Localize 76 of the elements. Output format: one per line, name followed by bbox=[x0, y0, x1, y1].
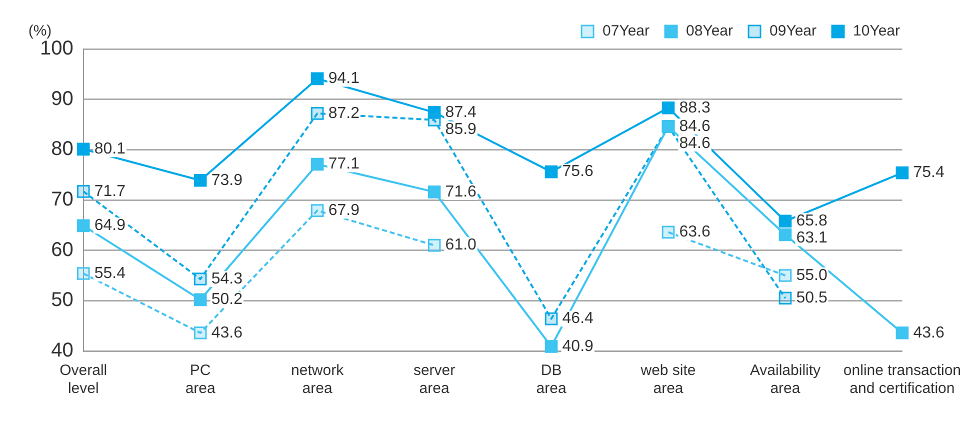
data-label: 40.9 bbox=[562, 338, 594, 355]
y-tick-label: 50 bbox=[51, 289, 74, 312]
legend-label: 07Year bbox=[602, 22, 650, 40]
data-label: 85.9 bbox=[445, 120, 477, 138]
data-label: 43.6 bbox=[913, 324, 944, 342]
point bbox=[428, 186, 441, 198]
y-axis-title: (%) bbox=[28, 22, 52, 40]
data-label: 75.6 bbox=[562, 163, 594, 180]
x-tick-label: PC area bbox=[185, 362, 216, 398]
y-tick-label: 70 bbox=[51, 188, 74, 211]
point bbox=[310, 204, 324, 217]
point bbox=[194, 293, 207, 306]
y-tick-label: 40 bbox=[51, 340, 74, 362]
legend-label: 10Year bbox=[853, 22, 900, 40]
point bbox=[310, 158, 324, 171]
data-label: 75.4 bbox=[913, 164, 944, 182]
point bbox=[310, 72, 324, 86]
x-tick-label: network area bbox=[291, 362, 344, 398]
point bbox=[662, 101, 675, 114]
point bbox=[778, 292, 792, 305]
data-label: 87.2 bbox=[328, 104, 360, 122]
data-label: 55.4 bbox=[94, 264, 126, 282]
point bbox=[76, 219, 90, 232]
data-label: 67.9 bbox=[328, 202, 360, 219]
data-label: 73.9 bbox=[211, 172, 243, 189]
point bbox=[778, 228, 792, 242]
point bbox=[778, 214, 792, 228]
data-label: 84.6 bbox=[679, 118, 710, 135]
point bbox=[896, 326, 909, 340]
point bbox=[778, 269, 792, 282]
data-label: 63.1 bbox=[796, 230, 828, 247]
y-tick-label: 100 bbox=[40, 38, 74, 60]
data-label: 64.9 bbox=[94, 217, 126, 234]
data-label: 65.8 bbox=[796, 212, 828, 230]
point bbox=[428, 238, 441, 252]
data-label: 43.6 bbox=[211, 324, 243, 342]
data-label: 71.6 bbox=[445, 183, 477, 200]
point bbox=[428, 114, 441, 126]
point bbox=[544, 340, 558, 353]
x-tick-label: server area bbox=[413, 362, 456, 398]
data-label: 61.0 bbox=[445, 236, 477, 254]
point bbox=[76, 185, 90, 198]
data-label: 88.3 bbox=[679, 99, 710, 116]
point bbox=[662, 226, 675, 239]
point bbox=[544, 165, 558, 178]
x-tick-label: DB area bbox=[536, 362, 567, 398]
legend-label: 08Year bbox=[686, 22, 734, 40]
data-label: 94.1 bbox=[328, 70, 360, 88]
y-tick-label: 60 bbox=[51, 238, 74, 261]
data-label: 54.3 bbox=[211, 270, 243, 288]
data-label: 87.4 bbox=[445, 104, 477, 121]
data-label: 55.0 bbox=[796, 266, 828, 284]
y-tick-label: 90 bbox=[51, 88, 74, 110]
y-tick-label: 80 bbox=[51, 138, 74, 160]
point bbox=[896, 166, 909, 180]
data-label: 50.5 bbox=[796, 290, 828, 307]
point bbox=[194, 174, 207, 187]
data-label: 50.2 bbox=[211, 291, 243, 308]
data-label: 80.1 bbox=[94, 140, 126, 158]
data-label: 84.6 bbox=[679, 134, 710, 152]
point bbox=[428, 106, 441, 119]
x-tick-label: Overall level bbox=[60, 362, 108, 398]
legend-label: 09Year bbox=[770, 22, 817, 40]
data-label: 46.4 bbox=[562, 310, 594, 328]
point bbox=[194, 326, 207, 340]
data-label: 77.1 bbox=[328, 156, 360, 173]
x-tick-label: online transaction and certification bbox=[843, 362, 961, 398]
data-label: 63.6 bbox=[679, 224, 710, 241]
point bbox=[76, 267, 90, 280]
x-tick-label: web site area bbox=[640, 362, 696, 398]
point bbox=[544, 312, 558, 326]
point bbox=[310, 107, 324, 120]
point bbox=[76, 142, 90, 156]
x-tick-label: Availability area bbox=[750, 362, 822, 398]
point bbox=[194, 272, 207, 286]
data-label: 71.7 bbox=[94, 182, 126, 200]
